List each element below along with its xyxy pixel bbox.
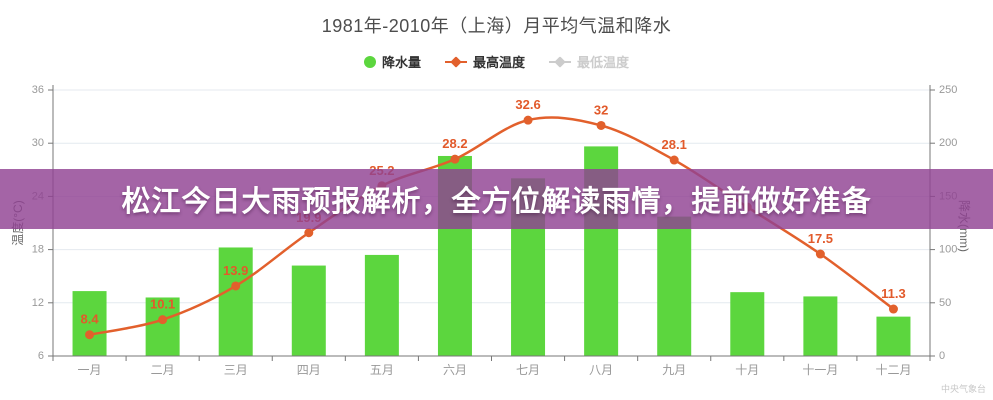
max-temp-label: 28.1 [662, 137, 687, 152]
left-tick-label: 30 [32, 137, 44, 149]
legend-line-diamond-marker-icon [444, 55, 467, 68]
max-temp-point-六月[interactable] [450, 154, 460, 164]
legend-label: 降水量 [381, 55, 421, 70]
precip-bar-四月[interactable] [291, 265, 326, 356]
month-label: 一月 [78, 363, 102, 377]
precip-bar-十一月[interactable] [803, 296, 838, 356]
legend-circle-marker-icon [363, 55, 376, 68]
month-label: 五月 [370, 363, 394, 377]
right-tick-label: 100 [939, 244, 957, 256]
headline-banner-text: 松江今日大雨预报解析，全方位解读雨情，提前做好准备 [121, 186, 872, 218]
legend-label: 最高温度 [472, 55, 525, 70]
month-label: 二月 [151, 363, 175, 377]
legend-item-1[interactable]: 最高温度 [444, 52, 525, 71]
max-temp-label: 32.6 [515, 97, 540, 112]
max-temp-point-八月[interactable] [596, 120, 606, 130]
max-temp-label: 28.2 [442, 136, 467, 151]
precip-bar-九月[interactable] [657, 216, 692, 356]
max-temp-point-七月[interactable] [523, 115, 533, 125]
legend-label: 最低温度 [577, 55, 630, 70]
max-temp-label: 10.1 [150, 297, 175, 312]
precip-bar-一月[interactable] [72, 291, 107, 356]
cma-watermark: 中央气象台 [940, 384, 986, 394]
headline-banner: 松江今日大雨预报解析，全方位解读雨情，提前做好准备 [0, 169, 993, 229]
left-tick-label: 6 [38, 350, 44, 362]
precip-bar-二月[interactable] [145, 297, 180, 356]
max-temp-point-二月[interactable] [158, 315, 168, 325]
right-tick-label: 0 [939, 350, 945, 362]
month-label: 八月 [589, 363, 613, 377]
max-temp-point-一月[interactable] [85, 330, 95, 340]
chart-title: 1981年-2010年（上海）月平均气温和降水 [321, 16, 672, 36]
max-temp-label: 32 [594, 102, 608, 117]
max-temp-point-九月[interactable] [669, 155, 679, 165]
precip-bar-三月[interactable] [218, 247, 253, 356]
month-label: 四月 [297, 363, 321, 377]
max-temp-label: 8.4 [81, 312, 100, 327]
month-label: 十一月 [802, 363, 838, 377]
precip-bar-十二月[interactable] [876, 316, 911, 356]
left-tick-label: 12 [32, 297, 44, 309]
precip-bar-十月[interactable] [730, 292, 765, 356]
max-temp-label: 13.9 [223, 263, 248, 278]
max-temp-point-四月[interactable] [304, 228, 314, 238]
precip-bar-五月[interactable] [364, 254, 399, 356]
max-temp-label: 17.5 [808, 231, 833, 246]
right-tick-label: 50 [939, 297, 951, 309]
month-label: 十二月 [875, 363, 911, 377]
right-tick-label: 200 [939, 137, 957, 149]
legend-line-diamond-marker-icon [549, 55, 571, 68]
left-tick-label: 18 [32, 244, 44, 256]
month-label: 七月 [516, 363, 540, 377]
legend-item-2[interactable]: 最低温度 [549, 52, 629, 71]
max-temp-point-十二月[interactable] [888, 304, 898, 314]
month-label: 九月 [662, 363, 686, 377]
max-temp-label: 11.3 [881, 286, 906, 301]
left-tick-label: 36 [32, 84, 44, 96]
month-label: 六月 [443, 363, 467, 377]
legend-item-0[interactable]: 降水量 [363, 52, 421, 71]
legend: 降水量 最高温度 最低温度 [0, 52, 993, 71]
right-tick-label: 250 [939, 84, 957, 96]
month-label: 三月 [224, 363, 248, 377]
max-temp-point-三月[interactable] [231, 281, 241, 291]
month-label: 十月 [735, 363, 759, 377]
max-temp-point-十一月[interactable] [815, 249, 825, 259]
